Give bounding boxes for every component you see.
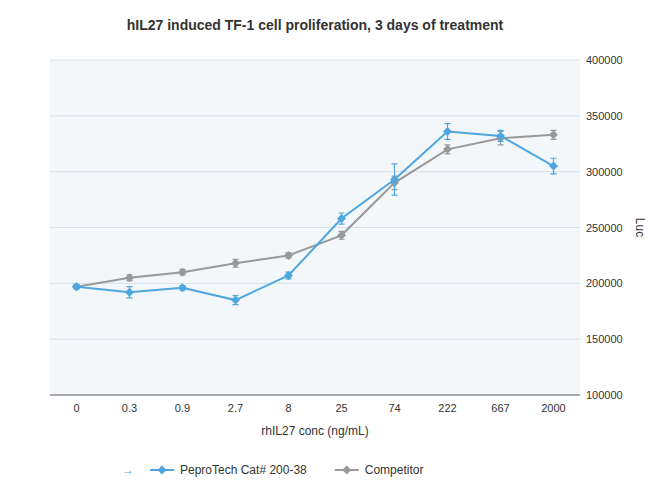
legend-label: PeproTech Cat# 200-38 [180, 463, 307, 477]
y-tick-label: 350000 [586, 110, 623, 122]
x-tick-label: 2000 [541, 402, 565, 414]
series-line [77, 131, 554, 300]
x-tick-label: 2.7 [228, 402, 243, 414]
legend-label: Competitor [365, 463, 424, 477]
point [496, 131, 505, 140]
point [284, 251, 293, 260]
grid-line [50, 227, 580, 228]
point [337, 214, 346, 223]
point [72, 282, 81, 291]
x-tick-label: 667 [491, 402, 509, 414]
x-axis-label: rhIL27 conc (ng/mL) [261, 424, 368, 438]
legend-marker [158, 466, 167, 475]
point [337, 231, 346, 240]
x-tick-label: 0 [73, 402, 79, 414]
legend: → PeproTech Cat# 200-38 Competitor [122, 463, 423, 477]
y-tick-label: 250000 [586, 222, 623, 234]
series [72, 124, 558, 305]
grid-line [50, 60, 580, 61]
plot-area [50, 60, 580, 395]
y-tick-label: 150000 [586, 333, 623, 345]
point [549, 130, 558, 139]
grid-line [50, 395, 580, 396]
y-tick-label: 400000 [586, 54, 623, 66]
plot-marks [72, 124, 558, 305]
title: hIL27 induced TF-1 cell proliferation, 3… [127, 17, 504, 33]
y-tick-label: 300000 [586, 166, 623, 178]
grid-line [50, 115, 580, 116]
point [231, 296, 240, 305]
legend-marker [342, 466, 351, 475]
x-tick-label: 8 [285, 402, 291, 414]
grid-line [50, 339, 580, 340]
point [231, 259, 240, 268]
series [72, 130, 558, 291]
point [443, 127, 452, 136]
x-tick-label: 0.9 [175, 402, 190, 414]
y-tick-label: 200000 [586, 277, 623, 289]
x-tick-label: 0.3 [122, 402, 137, 414]
point [125, 273, 134, 282]
point [178, 268, 187, 277]
point [390, 175, 399, 184]
x-axis [50, 395, 580, 396]
grid-line [50, 283, 580, 284]
point [72, 282, 81, 291]
series-line [77, 135, 554, 287]
x-tick-label: 74 [388, 402, 400, 414]
x-tick-label: 25 [335, 402, 347, 414]
grid-line [50, 171, 580, 172]
annotation: → [122, 463, 134, 477]
point [549, 162, 558, 171]
point [284, 271, 293, 280]
chart: hIL27 induced TF-1 cell proliferation, 3… [0, 0, 650, 501]
x-tick-label: 222 [438, 402, 456, 414]
point [125, 288, 134, 297]
point [443, 145, 452, 154]
point [178, 283, 187, 292]
y-tick-label: 100000 [586, 389, 623, 401]
y-axis-label: Luc [633, 218, 647, 237]
